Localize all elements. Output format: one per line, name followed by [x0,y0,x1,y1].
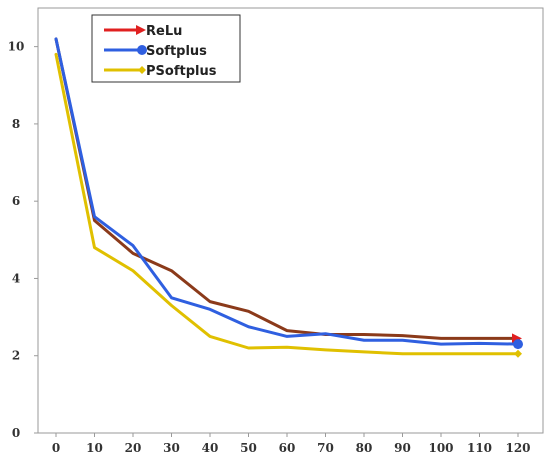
y-tick-label: 0 [12,426,20,440]
x-tick-label: 80 [356,441,373,455]
legend-entry-softplus: Softplus [104,44,207,59]
legend-marker [136,25,146,35]
x-tick-label: 120 [505,441,530,455]
legend-label: ReLu [146,24,182,39]
x-tick-label: 110 [467,441,492,455]
series-end-marker [514,349,522,358]
x-tick-label: 50 [240,441,257,455]
legend: ReLu Softplus PSoftplus [91,14,241,83]
x-tick-label: 40 [202,441,219,455]
y-tick-label: 8 [12,117,20,131]
plot-frame [37,7,544,434]
series-line [54,37,520,346]
series-layer [54,37,523,358]
legend-marker [137,45,147,55]
legend-entry-relu: ReLu [104,24,182,39]
legend-label: PSoftplus [146,64,217,79]
x-tick-label: 30 [163,441,180,455]
x-tick-label: 60 [279,441,296,455]
y-tick-label: 4 [12,271,20,285]
x-tick-label: 0 [52,441,60,455]
y-tick-label: 6 [12,194,20,208]
legend-entry-psoftplus: PSoftplus [104,64,217,79]
series-end-marker [513,339,523,350]
series-softplus [54,37,523,350]
legend-label: Softplus [146,44,207,59]
series-psoftplus [54,52,522,358]
x-tick-label: 20 [125,441,142,455]
x-tick-label: 10 [86,441,103,455]
x-tick-label: 70 [317,441,334,455]
y-tick-label: 2 [12,349,20,363]
x-tick-label: 100 [428,441,453,455]
series-line [54,52,520,356]
y-tick-label: 10 [8,40,25,54]
x-tick-label: 90 [394,441,411,455]
series-line [54,37,520,340]
legend-marker [138,66,146,74]
